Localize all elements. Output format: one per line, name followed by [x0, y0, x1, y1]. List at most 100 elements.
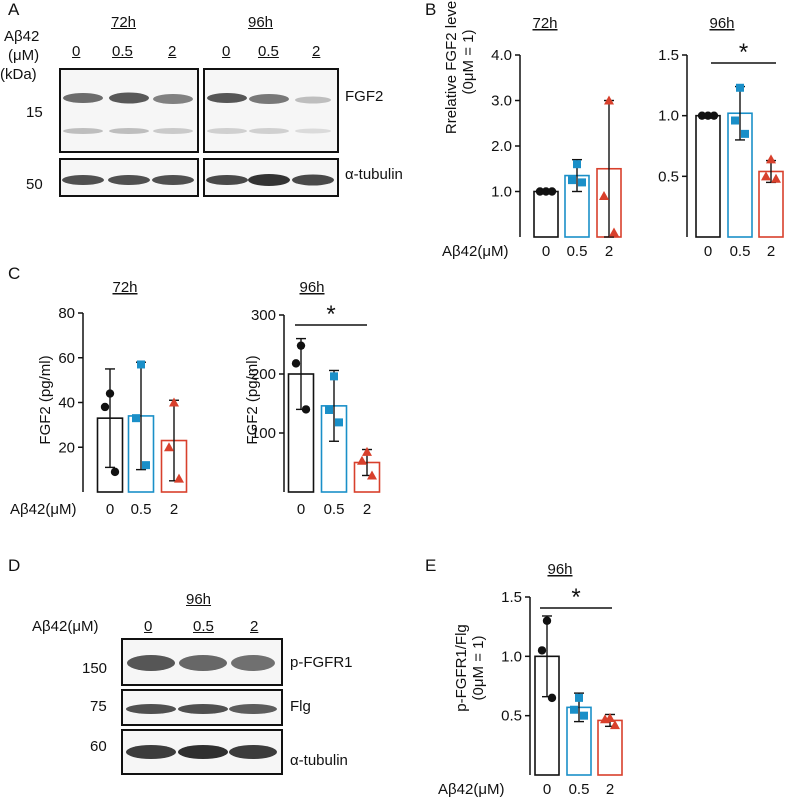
x-axis-label: Aβ42(μM) [442, 243, 508, 260]
data-point [736, 83, 744, 92]
unit-label: (μM) [8, 47, 40, 64]
panel-label-e: E [425, 556, 437, 575]
dose-72-05: 0.5 [112, 43, 133, 60]
dose-96-05: 0.5 [258, 43, 279, 60]
data-point [296, 341, 306, 350]
blot-pfgfr1 [121, 638, 283, 686]
chart-title: 72h [532, 15, 557, 32]
dose-d-0: 0 [144, 618, 153, 635]
data-point [132, 414, 140, 423]
data-point [568, 176, 576, 185]
data-point [164, 442, 174, 452]
significance-star: * [739, 39, 748, 66]
category-label: 0 [106, 501, 114, 518]
data-point [578, 178, 586, 187]
data-point [604, 95, 614, 105]
chart-e-96h: 96h 0.5 1.0 1.5 p-FGFR1/Flg (0μM = 1) 0 0.5 2 Aβ4… [438, 561, 623, 798]
data-point [709, 111, 719, 120]
data-point [570, 705, 578, 714]
data-point [169, 397, 179, 407]
y-axis-label-line: p-FGFR1/Flg [453, 624, 470, 712]
chart-c-72h: 72h 20 40 60 80 FGF2 (pg/ml) 0 0.5 2 Aβ42(μM) [10, 279, 188, 518]
blot-fgf2-72h [59, 68, 199, 153]
y-axis-label-line: (0μM = 1) [470, 636, 487, 701]
data-point [174, 473, 184, 483]
category-label: 0 [297, 501, 305, 518]
data-point [335, 418, 343, 427]
band-label-tubulin: α-tubulin [345, 166, 403, 183]
data-point [142, 461, 150, 470]
y-tick-label: 200 [251, 366, 276, 383]
data-point [599, 191, 609, 201]
y-tick-label: 1.0 [501, 648, 522, 665]
panel-label-a: A [8, 0, 20, 19]
data-point [367, 470, 377, 480]
data-point [110, 467, 120, 477]
dose-72-2: 2 [168, 43, 177, 60]
y-tick-label: 3.0 [491, 93, 512, 110]
blot-flg [121, 689, 283, 726]
blot-fgf2-96h [203, 68, 339, 153]
y-tick-label: 1.5 [501, 589, 522, 606]
significance-star: * [326, 301, 335, 328]
data-point [362, 446, 372, 456]
blot-tubulin-d [121, 729, 283, 775]
data-point [547, 187, 557, 196]
treatment-label: Aβ42 [4, 28, 40, 45]
data-point [697, 111, 707, 120]
time-label-72h: 72h [111, 14, 137, 31]
treatment-label-d: Aβ42(μM) [32, 618, 99, 635]
dose-96-2: 2 [312, 43, 321, 60]
x-axis-label: Aβ42(μM) [438, 781, 504, 798]
data-point [137, 360, 145, 369]
y-tick-label: 0.5 [658, 168, 679, 185]
band-label-pfgfr1: p-FGFR1 [290, 654, 353, 671]
x-axis-label: Aβ42(μM) [10, 501, 76, 518]
marker-150: 150 [82, 660, 108, 677]
chart-title: 96h [547, 561, 572, 578]
category-label: 0.5 [730, 243, 751, 260]
band-label-tubulin-d: α-tubulin [290, 752, 348, 769]
dose-d-2: 2 [250, 618, 259, 635]
data-point [535, 187, 545, 196]
data-point [761, 171, 771, 181]
dose-d-05: 0.5 [193, 618, 214, 635]
panel-label-c: C [8, 264, 21, 283]
data-point [741, 129, 749, 138]
y-tick-label: 2.0 [491, 138, 512, 155]
data-point [610, 720, 620, 730]
y-tick-label: 100 [251, 425, 276, 442]
data-point [291, 359, 301, 368]
category-label: 0 [543, 781, 551, 798]
data-point [325, 405, 333, 414]
panel-label-b: B [425, 0, 437, 19]
data-point [771, 173, 781, 183]
time-label-96h: 96h [248, 14, 274, 31]
bar [533, 190, 559, 238]
dose-72-0: 0 [72, 43, 81, 60]
y-axis-label: p-FGFR1/Flg (0μM = 1) [453, 624, 487, 712]
panel-label-d: D [8, 556, 21, 575]
y-axis-label-line: Rrelative FGF2 levels [443, 0, 460, 134]
y-axis-label-line: (0μM = 1) [460, 30, 477, 95]
bar [695, 114, 721, 238]
time-label-96h-d: 96h [186, 591, 212, 608]
y-axis-label-line: FGF2 (pg/ml) [37, 355, 54, 444]
category-label: 0 [542, 243, 550, 260]
significance-star: * [571, 584, 580, 611]
y-axis-label: FGF2 (pg/ml) [244, 355, 261, 444]
marker-75: 75 [90, 698, 107, 715]
data-point [575, 693, 583, 702]
y-tick-label: 0.5 [501, 708, 522, 725]
blot-tubulin-96h [203, 158, 339, 197]
data-point [573, 160, 581, 169]
data-point [600, 714, 610, 724]
y-tick-label: 1.0 [658, 108, 679, 125]
category-label: 2 [363, 501, 371, 518]
category-label: 0 [704, 243, 712, 260]
band-label-flg: Flg [290, 698, 311, 715]
category-label: 2 [606, 781, 614, 798]
y-tick-label: 300 [251, 307, 276, 324]
chart-title: 96h [709, 15, 734, 32]
data-point [100, 402, 110, 412]
